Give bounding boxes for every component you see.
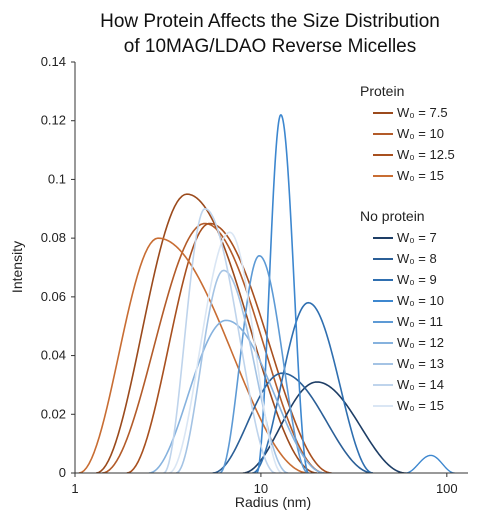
legend-label-no-protein-w0-14: W₀ = 14 xyxy=(397,377,444,392)
x-tick-label: 100 xyxy=(436,481,458,496)
y-tick-label: 0.08 xyxy=(41,230,66,245)
legend-label-protein-w0-15: W₀ = 15 xyxy=(397,168,444,183)
legend-label-no-protein-w0-8: W₀ = 8 xyxy=(397,251,437,266)
axes: 0 0.02 0.04 0.06 0.08 0.1 0.12 0.14 1 10 100 xyxy=(41,54,468,496)
legend-label-no-protein-w0-15: W₀ = 15 xyxy=(397,398,444,413)
series-line-no-protein-w0-10 xyxy=(256,114,309,473)
series-line-protein-w0-12-5 xyxy=(126,222,332,473)
y-tick-label: 0.06 xyxy=(41,289,66,304)
y-tick-label: 0.1 xyxy=(48,171,66,186)
legend-label-no-protein-w0-12: W₀ = 12 xyxy=(397,335,444,350)
legend-heading-no-protein: No protein xyxy=(360,208,425,224)
y-tick-label: 0.04 xyxy=(41,348,66,363)
legend-label-no-protein-w0-13: W₀ = 13 xyxy=(397,356,444,371)
y-tick-label: 0.14 xyxy=(41,54,66,69)
y-tick-label: 0.12 xyxy=(41,113,66,128)
legend-label-protein-w0-10: W₀ = 10 xyxy=(397,126,444,141)
legend-label-protein-w0-12-5: W₀ = 12.5 xyxy=(397,147,455,162)
series-line-protein-w0-10 xyxy=(102,222,325,473)
series-line-no-protein-w0-13 xyxy=(175,269,289,473)
series-line-minor-peak xyxy=(405,454,455,473)
legend-label-no-protein-w0-10: W₀ = 10 xyxy=(397,293,444,308)
x-tick-label: 1 xyxy=(71,481,78,496)
plot-area xyxy=(78,114,455,473)
legend-label-no-protein-w0-9: W₀ = 9 xyxy=(397,272,437,287)
legend-label-no-protein-w0-7: W₀ = 7 xyxy=(397,230,437,245)
series-line-no-protein-w0-15 xyxy=(168,231,283,473)
legend: Protein W₀ = 7.5 W₀ = 10 W₀ = 12.5 W₀ = 15 No… xyxy=(360,83,455,413)
legend-label-protein-w0-7-5: W₀ = 7.5 xyxy=(397,105,448,120)
y-tick-label: 0 xyxy=(59,465,66,480)
chart-title-line-1: How Protein Affects the Size Distributio… xyxy=(100,11,440,32)
y-tick-label: 0.02 xyxy=(41,406,66,421)
x-tick-label: 10 xyxy=(254,481,268,496)
legend-label-no-protein-w0-11: W₀ = 11 xyxy=(397,314,443,329)
series-line-no-protein-w0-8 xyxy=(212,372,373,473)
series-line-no-protein-w0-14 xyxy=(163,208,276,473)
y-axis-label: Intensity xyxy=(9,241,25,293)
legend-heading-protein: Protein xyxy=(360,83,404,99)
x-axis-label: Radius (nm) xyxy=(235,494,311,510)
series-line-no-protein-w0-11 xyxy=(219,254,309,473)
series-line-no-protein-w0-9 xyxy=(252,301,373,473)
chart-title-line-2: of 10MAG/LDAO Reverse Micelles xyxy=(124,36,417,57)
